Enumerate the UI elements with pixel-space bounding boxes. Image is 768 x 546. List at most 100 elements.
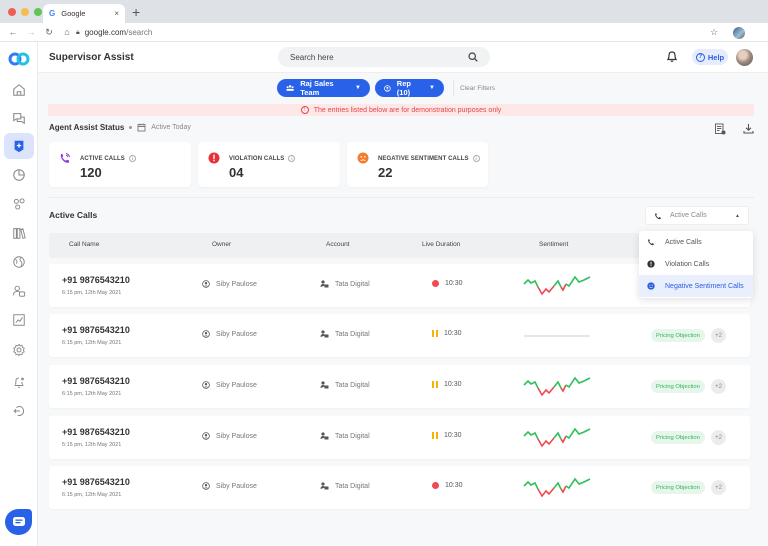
chat-bubbles-icon xyxy=(13,113,25,125)
sidebar-item-notifications[interactable] xyxy=(4,369,34,395)
home-icon xyxy=(13,84,25,96)
app-header: Supervisor Assist Search here ? Help xyxy=(38,42,768,73)
topic-tag[interactable]: Pricing Objection xyxy=(651,329,705,342)
back-icon[interactable]: ← xyxy=(8,27,18,37)
sidebar-item-settings[interactable] xyxy=(4,337,34,363)
call-time: 6:15 pm, 12th May 2021 xyxy=(62,290,122,296)
more-tags-badge[interactable]: +2 xyxy=(711,379,726,394)
more-tags-badge[interactable]: +2 xyxy=(711,328,726,343)
bookmark-star-icon[interactable]: ☆ xyxy=(710,27,719,37)
more-tags-badge[interactable]: +2 xyxy=(711,430,726,445)
sidebar-item-network[interactable] xyxy=(4,191,34,217)
account-icon xyxy=(320,432,329,440)
section-divider xyxy=(49,197,754,198)
logout-icon xyxy=(13,406,25,417)
table-row[interactable]: +91 9876543210 6:15 pm, 12th May 2021 Si… xyxy=(49,365,750,408)
user-avatar[interactable] xyxy=(736,49,753,66)
dropdown-item-active-calls[interactable]: Active Calls xyxy=(639,231,753,253)
negative-sentiment-card[interactable]: NEGATIVE SENTIMENT CALLS i 22 xyxy=(347,142,488,187)
topic-tag[interactable]: Pricing Objection xyxy=(651,380,705,393)
globe-icon xyxy=(13,256,25,268)
url-field[interactable]: 🔒︎ google.com/search xyxy=(76,25,726,40)
live-recording-icon xyxy=(432,280,439,287)
banner-text: The entries listed below are for demonst… xyxy=(313,106,502,114)
separator-dot xyxy=(129,126,133,129)
search-input[interactable]: Search here xyxy=(278,47,490,67)
books-icon xyxy=(13,228,26,240)
demo-warning-banner: ! The entries listed below are for demon… xyxy=(48,104,754,116)
sentiment-sparkline xyxy=(523,477,591,498)
dropdown-item-negative-sentiment-calls[interactable]: Negative Sentiment Calls xyxy=(639,275,753,297)
sidebar-item-analytics[interactable] xyxy=(4,307,34,333)
maximize-window-button[interactable] xyxy=(34,8,42,16)
nodes-icon xyxy=(13,198,25,210)
info-icon[interactable]: i xyxy=(128,155,136,162)
sidebar xyxy=(0,42,38,546)
table-row[interactable]: +91 9876543210 6:15 pm, 12th May 2021 Si… xyxy=(49,264,750,307)
team-filter-label: Raj Sales Team xyxy=(300,79,334,97)
browser-tab[interactable]: G Google × xyxy=(43,4,125,23)
table-row[interactable]: +91 9876543210 6:15 pm, 12th May 2021 Si… xyxy=(49,314,750,357)
team-filter-dropdown[interactable]: Raj Sales Team ▼ xyxy=(277,79,370,97)
column-owner[interactable]: Owner xyxy=(212,241,232,248)
active-calls-card[interactable]: ACTIVE CALLS i 120 xyxy=(49,142,191,187)
close-window-button[interactable] xyxy=(8,8,16,16)
report-settings-icon[interactable] xyxy=(714,123,726,135)
duration: 10:30 xyxy=(444,381,462,388)
account-icon xyxy=(320,381,329,389)
table-row[interactable]: +91 9876543210 5:15 pm, 12th May 2021 Si… xyxy=(49,416,750,459)
forward-icon[interactable]: → xyxy=(26,27,36,37)
call-phone: +91 9876543210 xyxy=(62,427,130,437)
tab-close-icon[interactable]: × xyxy=(114,9,119,18)
column-call-name[interactable]: Call Name xyxy=(69,241,100,248)
sidebar-item-supervisor-assist[interactable] xyxy=(4,133,34,159)
call-phone: +91 9876543210 xyxy=(62,275,130,285)
paused-icon xyxy=(432,432,438,439)
dropdown-item-violation-calls[interactable]: Violation Calls xyxy=(639,253,753,275)
topic-tag[interactable]: Pricing Objection xyxy=(651,481,705,494)
column-account[interactable]: Account xyxy=(326,241,350,248)
new-tab-button[interactable]: + xyxy=(132,4,141,20)
table-row[interactable]: +91 9876543210 6:15 pm, 12th May 2021 Si… xyxy=(49,466,750,509)
info-icon[interactable]: i xyxy=(472,155,480,162)
topic-tag[interactable]: Pricing Objection xyxy=(651,431,705,444)
phone-icon xyxy=(655,212,661,219)
pie-chart-icon xyxy=(13,169,25,181)
call-type-dropdown-menu: Active Calls Violation Calls Negative Se… xyxy=(639,231,753,298)
call-phone: +91 9876543210 xyxy=(62,477,130,487)
violation-calls-card[interactable]: VIOLATION CALLS i 04 xyxy=(198,142,340,187)
info-icon[interactable]: i xyxy=(288,155,296,162)
more-tags-badge[interactable]: +2 xyxy=(711,480,726,495)
sad-face-icon xyxy=(357,152,369,164)
trend-chart-icon xyxy=(13,314,25,326)
search-icon[interactable] xyxy=(468,52,478,62)
user-circle-icon xyxy=(384,84,391,92)
browser-profile-avatar[interactable] xyxy=(733,27,745,39)
column-sentiment[interactable]: Sentiment xyxy=(539,241,569,248)
sidebar-item-teams[interactable] xyxy=(4,278,34,304)
clear-filters-link[interactable]: Clear Filters xyxy=(453,80,495,96)
rep-filter-dropdown[interactable]: Rep (10) ▼ xyxy=(375,79,444,97)
download-icon[interactable] xyxy=(743,123,754,134)
reload-icon[interactable]: ↻ xyxy=(45,26,53,37)
sidebar-item-conversations[interactable] xyxy=(4,105,34,131)
owner-name: Siby Paulose xyxy=(216,280,257,288)
minimize-window-button[interactable] xyxy=(21,8,29,16)
sidebar-item-home[interactable] xyxy=(4,77,34,103)
call-type-select[interactable]: Active Calls ▲ xyxy=(645,206,749,225)
alert-icon xyxy=(208,152,220,164)
column-live-duration[interactable]: Live Duration xyxy=(422,241,461,248)
account-name: Tata Digital xyxy=(335,330,370,338)
sidebar-item-library[interactable] xyxy=(4,220,34,246)
notifications-bell-icon[interactable] xyxy=(666,50,678,63)
sidebar-item-global[interactable] xyxy=(4,249,34,275)
call-phone: +91 9876543210 xyxy=(62,325,130,335)
sidebar-item-reports[interactable] xyxy=(4,162,34,188)
home-icon[interactable]: ⌂ xyxy=(64,27,70,37)
help-button[interactable]: ? Help xyxy=(692,49,728,65)
chat-support-button[interactable] xyxy=(5,509,32,535)
gear-icon xyxy=(13,343,25,357)
sidebar-item-logout[interactable] xyxy=(4,398,34,424)
status-subtitle: Active Today xyxy=(151,124,191,131)
account-name: Tata Digital xyxy=(335,381,370,389)
